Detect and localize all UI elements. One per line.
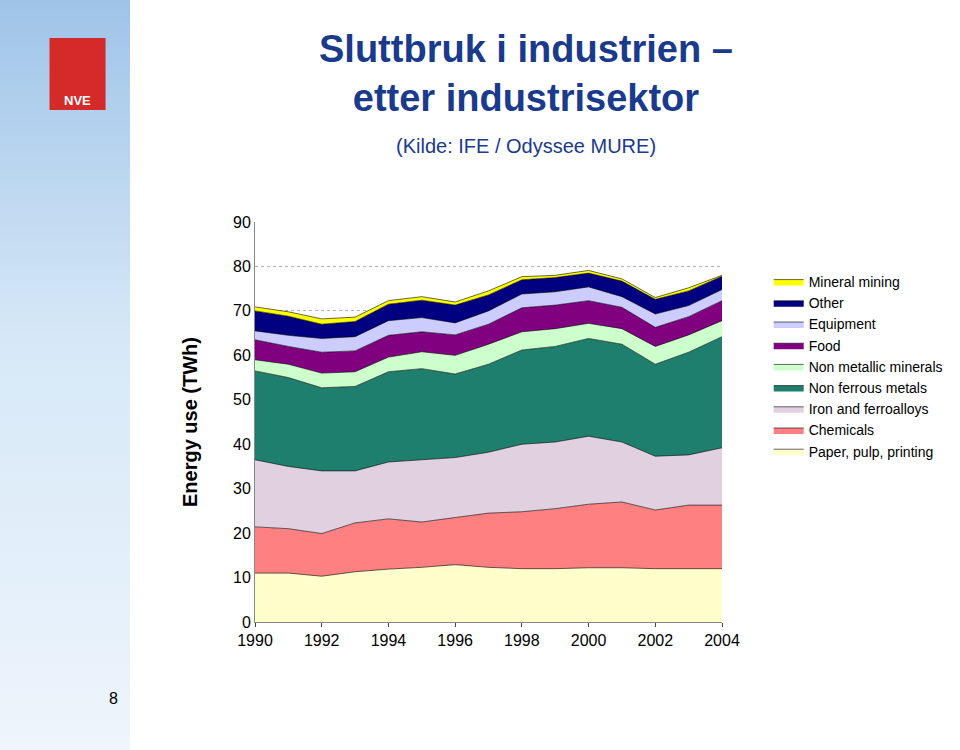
svg-text:2004: 2004: [704, 632, 740, 649]
svg-text:50: 50: [233, 391, 251, 408]
svg-text:Other: Other: [809, 295, 844, 311]
svg-text:(Kilde: IFE / Odyssee MURE): (Kilde: IFE / Odyssee MURE): [396, 135, 656, 157]
svg-text:Energy use (TWh): Energy use (TWh): [179, 337, 201, 507]
svg-text:20: 20: [233, 525, 251, 542]
svg-text:60: 60: [233, 347, 251, 364]
svg-text:1998: 1998: [504, 632, 540, 649]
svg-text:30: 30: [233, 480, 251, 497]
svg-text:Non metallic minerals: Non metallic minerals: [809, 359, 943, 375]
svg-text:10: 10: [233, 569, 251, 586]
svg-text:Food: Food: [809, 338, 841, 354]
svg-text:Chemicals: Chemicals: [809, 422, 874, 438]
svg-text:1990: 1990: [237, 632, 273, 649]
svg-text:1994: 1994: [371, 632, 407, 649]
svg-text:Mineral mining: Mineral mining: [809, 274, 900, 290]
svg-text:40: 40: [233, 436, 251, 453]
svg-text:2002: 2002: [637, 632, 673, 649]
svg-text:80: 80: [233, 258, 251, 275]
svg-text:2000: 2000: [571, 632, 607, 649]
svg-text:NVE: NVE: [64, 93, 91, 108]
svg-text:1992: 1992: [304, 632, 340, 649]
svg-text:70: 70: [233, 302, 251, 319]
svg-text:Equipment: Equipment: [809, 316, 876, 332]
svg-text:90: 90: [233, 214, 251, 231]
svg-text:0: 0: [242, 614, 251, 631]
svg-text:Iron and ferroalloys: Iron and ferroalloys: [809, 401, 929, 417]
svg-text:Sluttbruk i industrien –etter: Sluttbruk i industrien –etter industrise…: [319, 28, 733, 119]
svg-text:8: 8: [109, 690, 118, 707]
svg-text:Paper, pulp, printing: Paper, pulp, printing: [809, 444, 934, 460]
svg-text:Non ferrous metals: Non ferrous metals: [809, 380, 927, 396]
svg-text:1996: 1996: [437, 632, 473, 649]
